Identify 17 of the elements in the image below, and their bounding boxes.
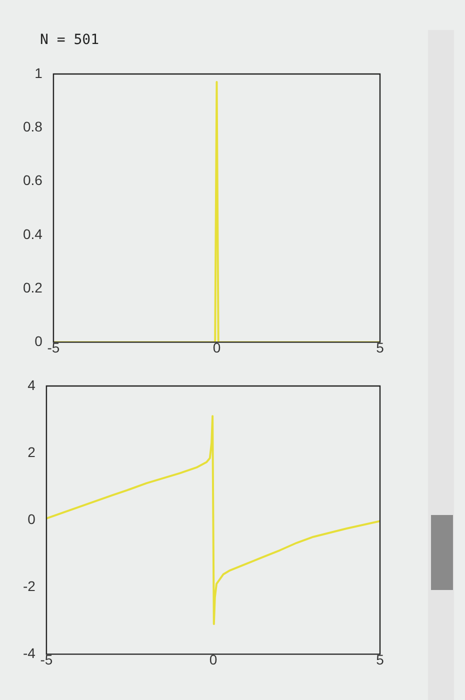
x-tick-label: 5: [376, 651, 384, 668]
y-tick-label: 2: [28, 444, 36, 460]
y-tick-label: -4: [22, 645, 36, 662]
x-tick-label: -5: [40, 651, 53, 668]
y-tick-label: 4: [28, 376, 36, 393]
y-tick-label: 0.2: [22, 279, 43, 296]
y-tick-label: 0: [28, 510, 36, 527]
y-tick-label: -2: [22, 578, 36, 594]
x-tick-label: 0: [209, 651, 218, 668]
text: N = 501: [40, 32, 100, 48]
y-tick-label: 1: [34, 64, 43, 81]
y-tick-label: 0.6: [22, 172, 43, 188]
x-tick-label: -5: [47, 339, 60, 356]
x-tick-label: 5: [376, 339, 384, 356]
x-tick-label: 0: [212, 339, 221, 356]
y-tick-label: 0.8: [22, 118, 43, 134]
y-tick-label: 0.4: [22, 226, 43, 242]
